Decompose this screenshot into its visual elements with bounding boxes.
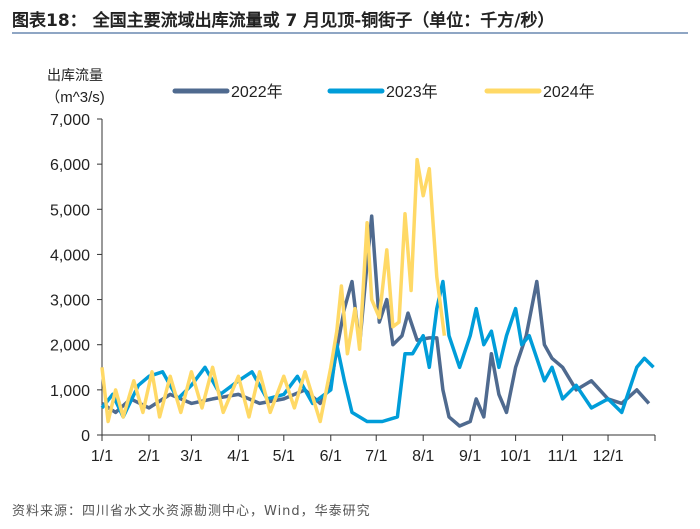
- series-line-2024年: [100, 157, 447, 424]
- legend-label: 2022年: [231, 83, 283, 101]
- x-tick-label: 2/1: [138, 448, 160, 465]
- y-tick-label: 2,000: [50, 338, 90, 355]
- y-axis-label: 出库流量: [47, 68, 103, 84]
- x-tick-label: 1/1: [91, 448, 113, 465]
- x-tick-label: 7/1: [365, 448, 387, 465]
- x-tick-label: 12/1: [592, 448, 623, 465]
- y-tick-label: 7,000: [50, 112, 90, 129]
- title-divider: [12, 32, 688, 34]
- x-tick-label: 6/1: [320, 448, 342, 465]
- x-tick-label: 10/1: [500, 448, 531, 465]
- legend-label: 2024年: [543, 83, 595, 101]
- y-axis-unit: （m^3/s): [45, 89, 105, 106]
- y-tick-label: 5,000: [50, 202, 90, 219]
- x-tick-label: 3/1: [180, 448, 202, 465]
- x-tick-label: 4/1: [227, 448, 249, 465]
- y-tick-label: 4,000: [50, 247, 90, 264]
- source-note: 资料来源：四川省水文水资源勘测中心，Wind，华泰研究: [12, 504, 371, 519]
- series-line-2023年: [100, 279, 655, 424]
- chart-title: 图表18： 全国主要流域出库流量或 7 月见顶-铜街子（单位：千方/秒）: [12, 11, 555, 31]
- y-tick-label: 3,000: [50, 293, 90, 310]
- x-tick-label: 9/1: [459, 448, 481, 465]
- series-line-2022年: [101, 214, 651, 428]
- y-tick-label: 1,000: [50, 383, 90, 400]
- x-tick-label: 11/1: [548, 448, 578, 465]
- x-tick-label: 5/1: [273, 448, 295, 465]
- x-tick-label: 8/1: [412, 448, 434, 465]
- legend-label: 2023年: [386, 83, 438, 101]
- y-tick-label: 6,000: [50, 157, 90, 174]
- y-tick-label: 0: [81, 428, 90, 445]
